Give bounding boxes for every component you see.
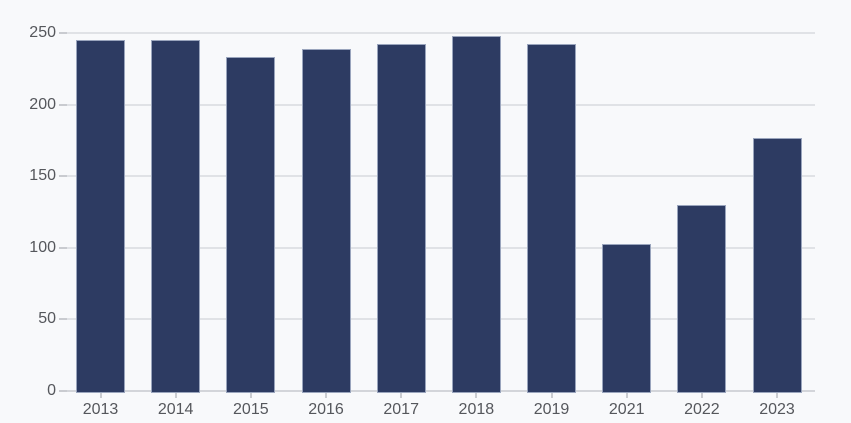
bar xyxy=(376,44,426,393)
y-axis-tick xyxy=(59,246,67,249)
bar xyxy=(76,40,125,393)
x-axis-tick xyxy=(700,393,703,398)
y-axis-tick-label: 200 xyxy=(29,95,56,113)
y-axis-tick-label: 150 xyxy=(29,167,56,185)
x-axis-tick-label: 2017 xyxy=(383,401,419,418)
y-axis-tick xyxy=(59,103,67,106)
x-axis-tick xyxy=(776,393,779,398)
y-axis-tick xyxy=(59,390,67,392)
gridline xyxy=(67,32,815,34)
bar xyxy=(602,243,652,393)
x-axis-line xyxy=(67,390,815,392)
x-axis-tick-label: 2021 xyxy=(608,401,645,418)
x-axis-tick-label: 2013 xyxy=(82,401,119,418)
y-axis-tick xyxy=(59,175,67,178)
bar xyxy=(151,40,201,393)
gridline xyxy=(67,318,815,321)
bar xyxy=(752,137,802,393)
plot-area xyxy=(67,32,815,393)
x-axis-tick-label: 2016 xyxy=(308,401,344,418)
y-axis-tick-label: 100 xyxy=(29,238,56,256)
y-axis-tick-label: 0 xyxy=(47,382,56,399)
x-axis-tick xyxy=(475,393,478,398)
x-axis-tick xyxy=(99,393,102,398)
y-axis-tick-label: 250 xyxy=(29,24,56,41)
x-axis-tick-label: 2023 xyxy=(759,401,795,418)
bar xyxy=(677,204,727,393)
gridline xyxy=(67,246,815,249)
x-axis-tick xyxy=(625,393,628,398)
x-axis-tick xyxy=(174,393,177,398)
x-axis-tick xyxy=(325,393,327,398)
y-axis-tick xyxy=(59,318,67,321)
gridline xyxy=(67,175,815,178)
bar xyxy=(527,44,577,393)
x-axis-tick xyxy=(400,393,403,398)
y-axis-tick xyxy=(59,32,67,34)
bar xyxy=(301,48,351,393)
x-axis-tick-label: 2018 xyxy=(458,401,495,418)
bar xyxy=(451,35,501,393)
bar xyxy=(226,57,276,393)
x-axis-tick-label: 2014 xyxy=(157,401,194,418)
x-axis-tick-label: 2015 xyxy=(233,401,269,418)
x-axis-tick xyxy=(550,393,553,398)
gridline xyxy=(67,103,815,106)
x-axis-tick-label: 2022 xyxy=(684,401,720,418)
x-axis-tick-label: 2019 xyxy=(533,401,570,418)
y-axis-tick-label: 50 xyxy=(38,310,56,328)
x-axis-tick xyxy=(249,393,252,398)
